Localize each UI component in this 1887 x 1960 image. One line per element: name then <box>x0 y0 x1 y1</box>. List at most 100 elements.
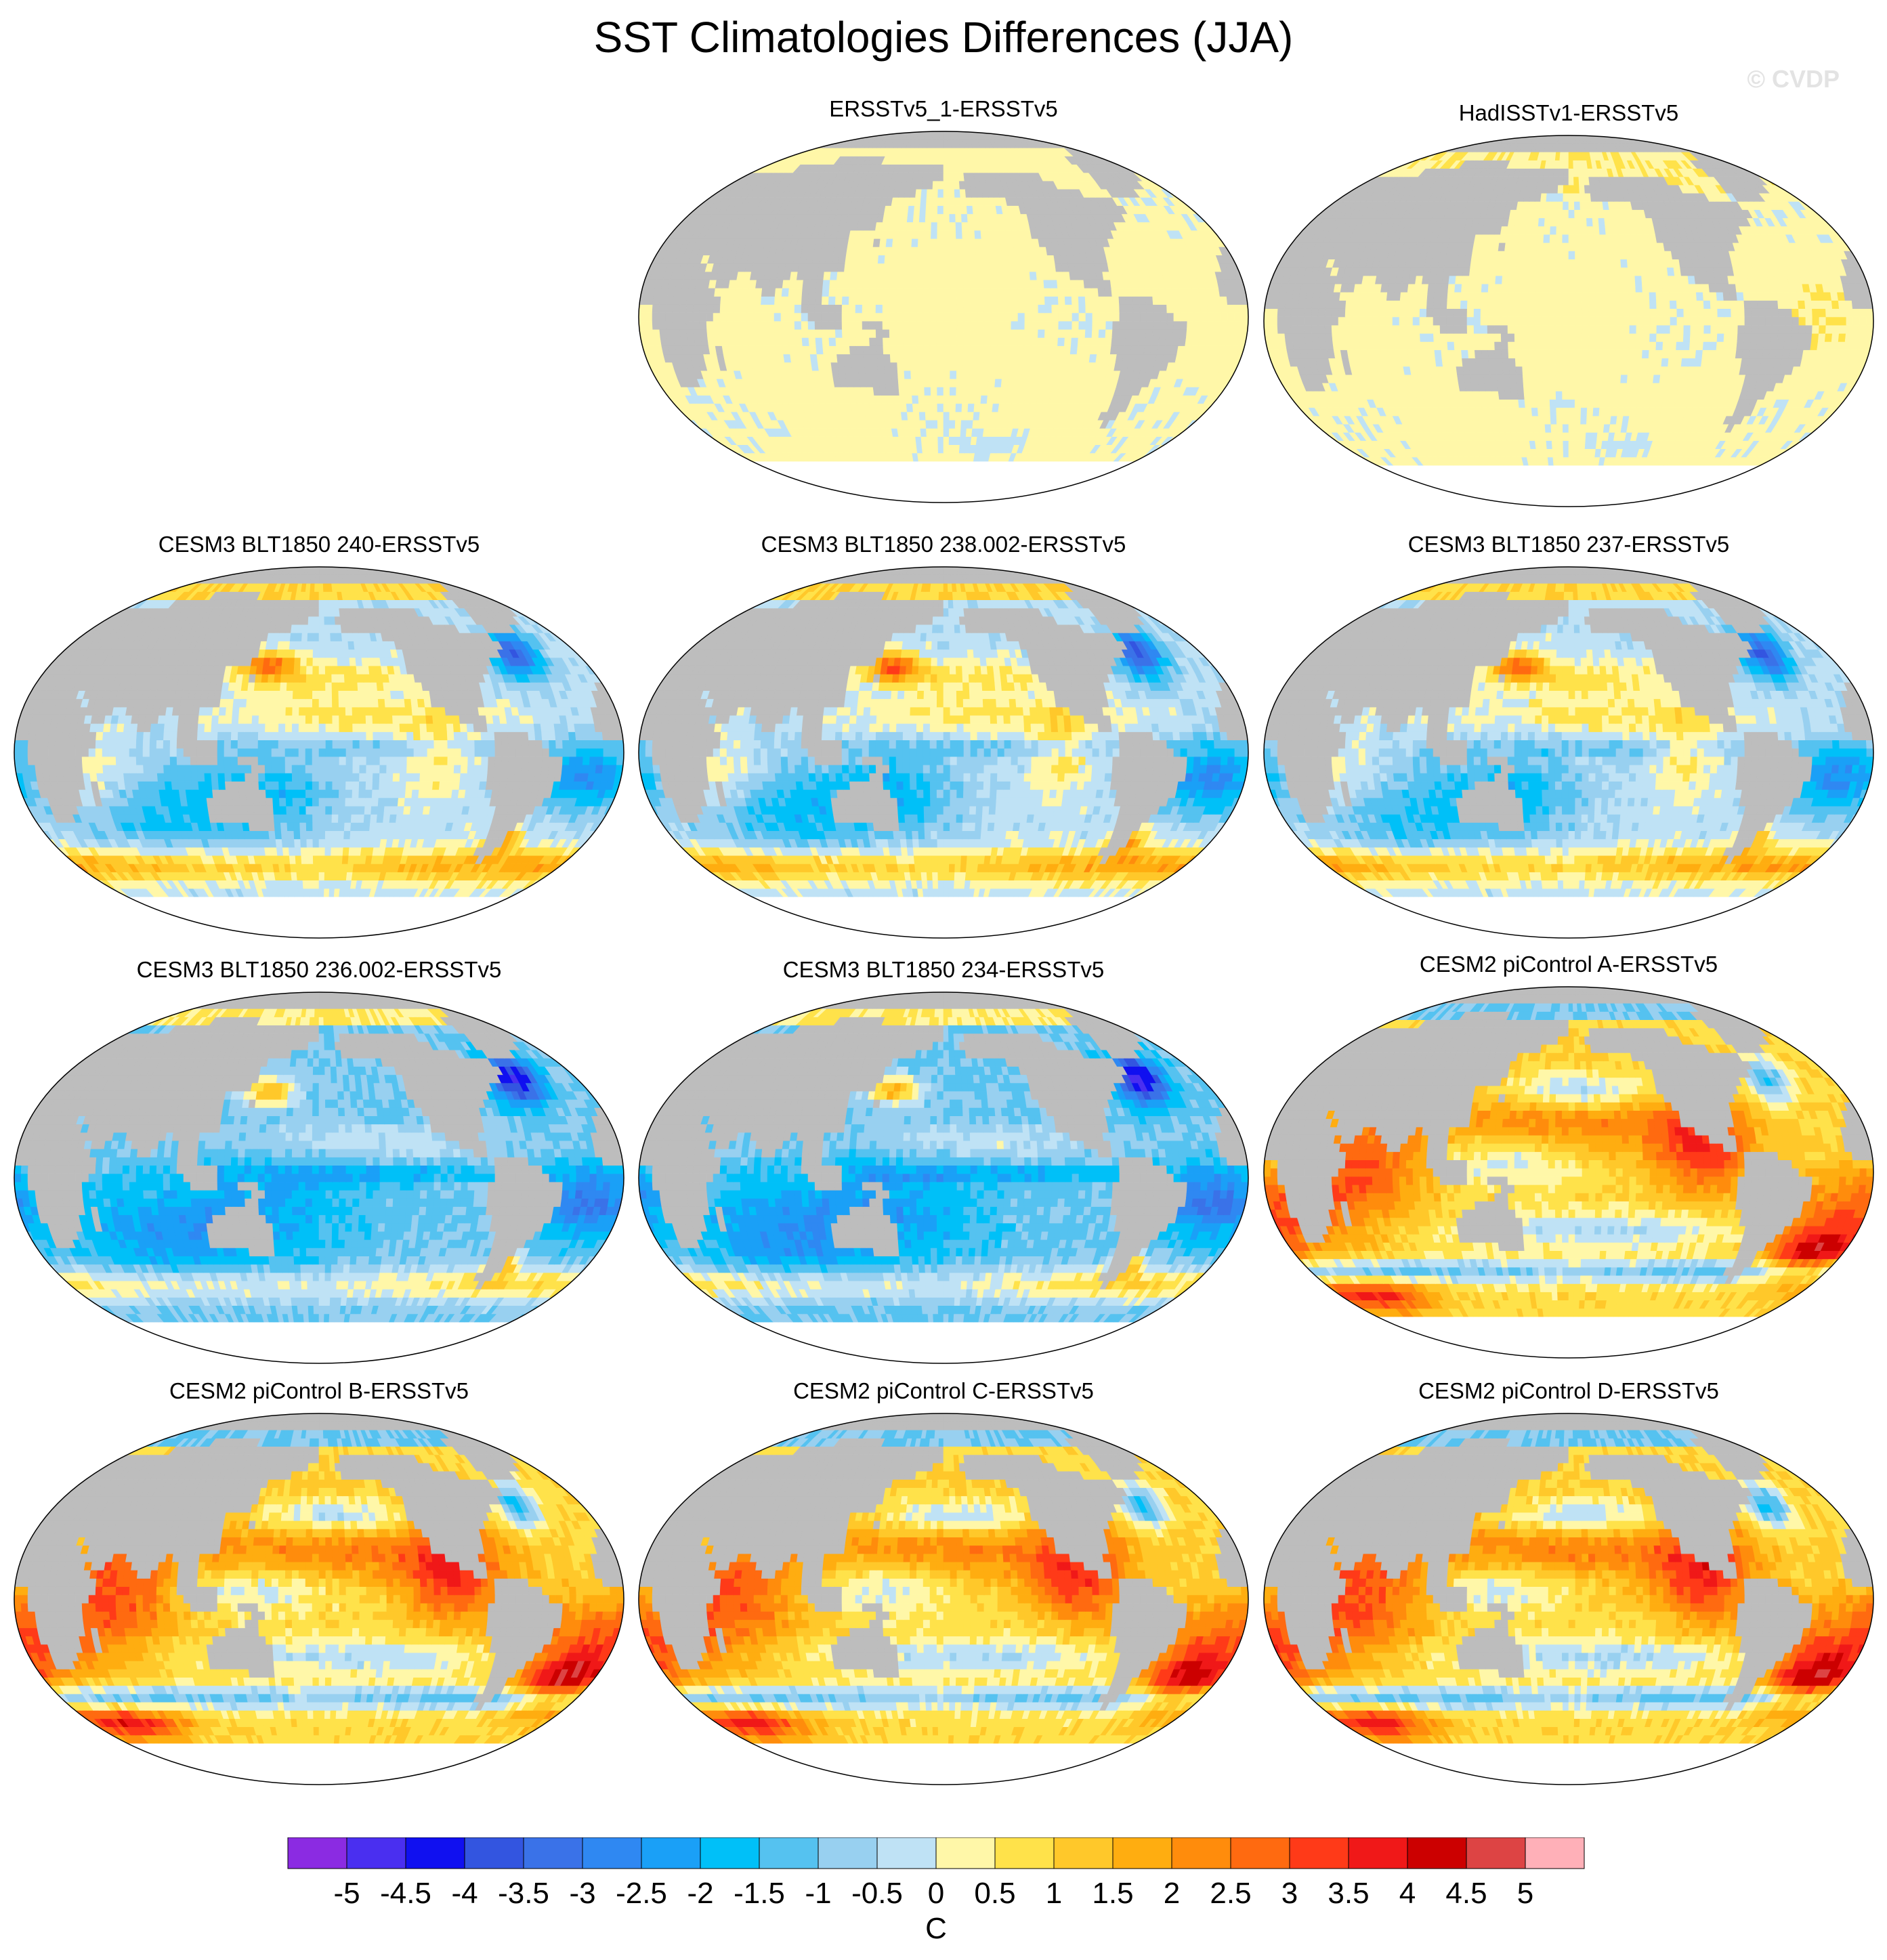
sst-cell <box>1098 328 1106 338</box>
land-cell <box>1105 148 1124 156</box>
land-cell <box>1172 328 1181 338</box>
sst-field <box>639 131 1248 503</box>
land-cell <box>1708 490 1728 499</box>
sst-cell <box>950 238 957 247</box>
sst-cell <box>1016 354 1024 363</box>
sst-cell <box>706 320 714 330</box>
sst-cell <box>906 221 914 231</box>
sst-cell <box>1233 304 1242 314</box>
sst-cell <box>929 312 937 322</box>
land-cell <box>692 312 700 322</box>
land-cell <box>760 139 780 148</box>
land-cell <box>837 362 846 371</box>
land-cell <box>1564 482 1569 490</box>
sst-cell <box>1124 288 1133 297</box>
sst-cell <box>1557 440 1564 450</box>
land-cell <box>943 139 948 148</box>
sst-cell <box>929 296 937 305</box>
sst-cell <box>1558 456 1564 466</box>
land-cell <box>1714 498 1737 507</box>
land-cell <box>1568 498 1573 507</box>
land-cell <box>801 139 819 148</box>
land-cell <box>750 477 770 486</box>
sst-cell <box>1563 448 1569 458</box>
sst-cell <box>889 288 897 297</box>
sst-cell <box>937 255 944 264</box>
sst-cell <box>970 304 978 314</box>
sst-cell <box>981 379 990 387</box>
panel-title: HadISSTv1-ERSSTv5 <box>1260 100 1878 126</box>
land-cell <box>923 461 930 470</box>
land-cell <box>1147 461 1165 470</box>
sst-cell <box>902 328 910 338</box>
land-cell <box>844 494 860 503</box>
land-cell <box>1716 490 1736 499</box>
sst-cell <box>908 205 915 215</box>
sst-cell <box>809 354 818 363</box>
sst-cell <box>1568 448 1575 458</box>
sst-cell <box>1009 354 1017 363</box>
sst-cell <box>1162 444 1178 454</box>
land-cell <box>1126 469 1144 478</box>
sst-cell <box>1234 312 1242 322</box>
sst-cell <box>930 379 937 387</box>
sst-cell <box>871 255 879 264</box>
land-cell <box>869 345 877 355</box>
sst-cell <box>960 428 967 437</box>
land-cell <box>1145 328 1153 338</box>
sst-cell <box>807 320 815 330</box>
sst-cell <box>961 221 969 231</box>
sst-cell <box>1062 354 1071 363</box>
land-cell <box>1565 498 1569 507</box>
sst-cell <box>937 428 944 437</box>
land-cell <box>816 271 825 280</box>
sst-cell <box>828 337 836 346</box>
sst-cell <box>956 354 964 363</box>
sst-cell <box>855 312 863 322</box>
land-cell <box>939 477 944 486</box>
sst-cell <box>865 247 874 255</box>
sst-cell <box>652 328 661 338</box>
sst-cell <box>938 156 944 165</box>
land-cell <box>673 328 681 338</box>
sst-cell <box>781 288 790 297</box>
sst-cell <box>988 370 996 379</box>
sst-cell <box>910 354 918 363</box>
sst-cell <box>930 362 937 371</box>
sst-cell <box>732 164 749 173</box>
sst-cell <box>969 271 977 280</box>
sst-cell <box>936 345 944 355</box>
land-cell <box>652 312 660 322</box>
sst-cell <box>960 411 969 421</box>
sst-cell <box>949 230 956 239</box>
sst-cell <box>932 436 939 446</box>
land-cell <box>1113 477 1132 486</box>
sst-cell <box>979 221 988 231</box>
land-cell <box>1686 498 1706 507</box>
land-cell <box>891 370 899 379</box>
sst-cell <box>979 403 988 412</box>
sst-cell <box>956 328 964 338</box>
sst-cell <box>970 312 978 322</box>
sst-cell <box>923 370 931 379</box>
sst-cell <box>1186 328 1194 338</box>
sst-cell <box>930 263 937 272</box>
land-cell <box>840 494 856 503</box>
sst-cell <box>990 337 998 346</box>
sst-cell <box>741 337 749 346</box>
sst-cell <box>929 288 937 297</box>
sst-cell <box>1171 288 1180 297</box>
sst-cell <box>906 411 914 421</box>
sst-cell <box>773 304 782 314</box>
sst-cell <box>923 288 931 297</box>
sst-cell <box>1038 328 1046 338</box>
land-cell <box>865 379 874 387</box>
land-cell <box>1139 312 1147 322</box>
sst-cell <box>727 288 736 297</box>
land-cell <box>821 312 829 322</box>
sst-cell <box>726 304 734 314</box>
sst-cell <box>1024 328 1032 338</box>
sst-cell <box>953 172 960 182</box>
land-cell <box>771 139 792 148</box>
land-cell <box>1082 131 1103 140</box>
